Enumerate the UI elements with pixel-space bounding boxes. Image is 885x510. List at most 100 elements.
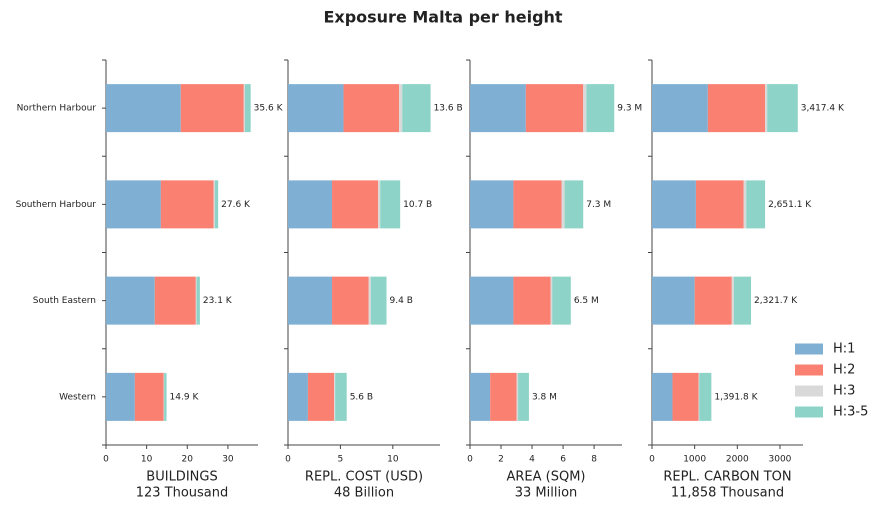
x-axis-label: BUILDINGS [146, 470, 217, 485]
bar-segment [470, 372, 491, 421]
bar-segment [470, 276, 514, 325]
bar-segment [399, 84, 403, 133]
bar-segment [288, 276, 333, 325]
bar-segment [490, 372, 517, 421]
bar-segment [106, 372, 135, 421]
x-tick-label: 20 [182, 455, 194, 465]
bar-segment [244, 84, 251, 133]
total-label: 7.3 M [586, 200, 611, 210]
bar-segment [106, 84, 181, 133]
bar-segment [243, 84, 245, 133]
bar-segment [378, 180, 381, 229]
legend-label: H:2 [833, 363, 855, 378]
x-tick-label: 30 [222, 455, 234, 465]
legend-label: H:3-5 [833, 405, 868, 420]
x-tick-label: 3000 [769, 455, 792, 465]
bar-segment [583, 84, 587, 133]
x-tick-label: 8 [591, 455, 597, 465]
legend-label: H:3 [833, 384, 855, 399]
total-label: 9.3 M [617, 104, 642, 114]
bar-segment [307, 372, 335, 421]
total-label: 14.9 K [170, 392, 200, 402]
bar-segment [586, 84, 615, 133]
bar-segment [402, 84, 431, 133]
total-label: 3.8 M [532, 392, 557, 402]
x-axis-label: 123 Thousand [136, 486, 229, 501]
bar-segment [370, 276, 387, 325]
bar-segment [380, 180, 401, 229]
bar-segment [332, 276, 369, 325]
bar-segment [106, 276, 155, 325]
bar-segment [195, 276, 197, 325]
bar-segment [332, 180, 379, 229]
bar-segment [767, 84, 798, 133]
x-tick-label: 1000 [683, 455, 706, 465]
bar-segment [765, 84, 768, 133]
bar-segment [652, 276, 695, 325]
total-label: 2,321.7 K [754, 296, 798, 306]
y-tick-label: South Eastern [33, 296, 96, 306]
total-label: 6.5 M [574, 296, 599, 306]
legend-swatch [795, 343, 823, 355]
bar-segment [698, 372, 700, 421]
x-tick-label: 0 [649, 455, 655, 465]
y-tick-label: Western [59, 392, 96, 402]
bar-segment [154, 276, 196, 325]
bar-segment [695, 180, 744, 229]
total-label: 9.4 B [390, 296, 413, 306]
bar-segment [746, 180, 766, 229]
bar-segment [699, 372, 712, 421]
bar-segment [513, 180, 562, 229]
x-tick-label: 10 [141, 455, 153, 465]
y-tick-label: Southern Harbour [16, 200, 97, 210]
total-label: 3,417.4 K [801, 104, 845, 114]
total-label: 1,391.8 K [714, 392, 758, 402]
chart-title: Exposure Malta per height [323, 8, 562, 27]
bar-segment [164, 372, 167, 421]
bar-segment [288, 180, 333, 229]
total-label: 5.6 B [350, 392, 373, 402]
bar-segment [196, 276, 200, 325]
bar-segment [743, 180, 747, 229]
bar-segment [731, 276, 734, 325]
x-tick-label: 5 [338, 455, 344, 465]
bar-segment [334, 372, 336, 421]
x-tick-label: 0 [285, 455, 291, 465]
bar-segment [335, 372, 347, 421]
x-tick-label: 4 [529, 455, 535, 465]
bar-segment [561, 180, 565, 229]
y-tick-label: Northern Harbour [17, 104, 97, 114]
x-axis-label: REPL. COST (USD) [305, 470, 423, 485]
bar-segment [652, 372, 673, 421]
x-axis-label: 48 Billion [334, 486, 394, 501]
x-tick-label: 2 [498, 455, 504, 465]
total-label: 2,651.1 K [768, 200, 812, 210]
x-tick-label: 2000 [726, 455, 749, 465]
x-tick-label: 10 [387, 455, 399, 465]
bar-segment [694, 276, 732, 325]
bar-segment [516, 372, 519, 421]
x-tick-label: 0 [467, 455, 473, 465]
x-axis-label: REPL. CARBON TON [663, 470, 791, 485]
legend-swatch [795, 364, 823, 376]
bar-segment [513, 276, 551, 325]
bar-segment [343, 84, 400, 133]
bar-segment [134, 372, 164, 421]
bar-segment [550, 276, 553, 325]
bar-segment [470, 180, 514, 229]
bar-segment [214, 180, 219, 229]
legend-swatch [795, 385, 823, 397]
bar-segment [180, 84, 244, 133]
total-label: 10.7 B [403, 200, 432, 210]
bar-segment [213, 180, 215, 229]
bar-segment [106, 180, 161, 229]
bar-segment [368, 276, 371, 325]
total-label: 23.1 K [203, 296, 233, 306]
total-label: 27.6 K [221, 200, 251, 210]
bar-segment [564, 180, 584, 229]
total-label: 13.6 B [434, 104, 463, 114]
bar-segment [288, 372, 308, 421]
bar-segment [652, 180, 696, 229]
legend-label: H:1 [833, 342, 855, 357]
